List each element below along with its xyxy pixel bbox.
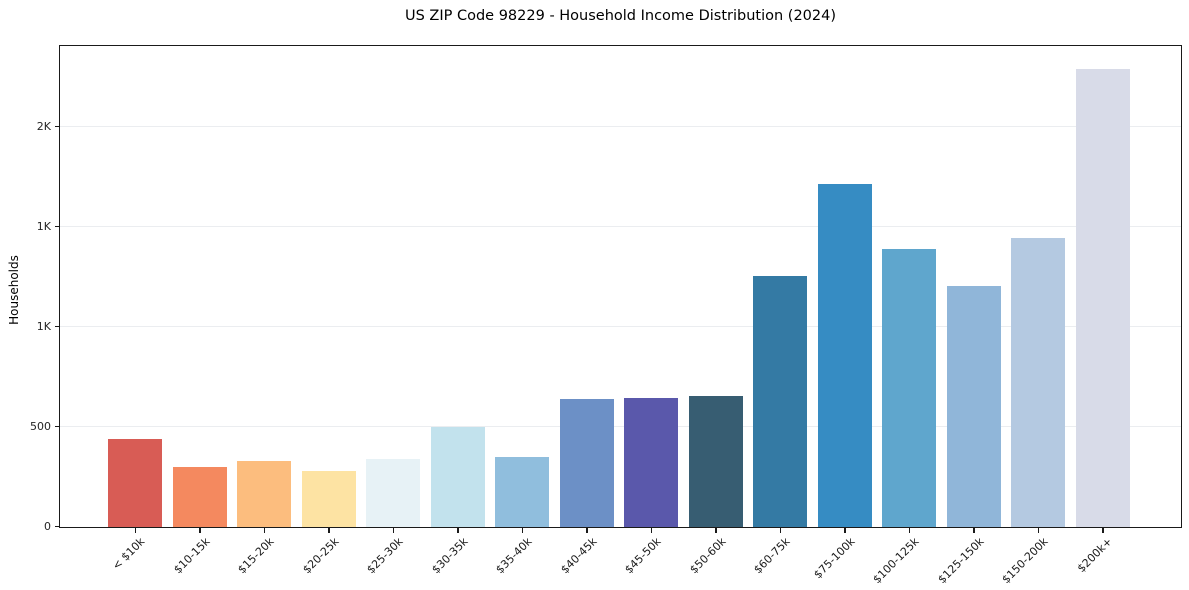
bar-$40-45k — [559, 399, 614, 527]
bar-$50-60k — [688, 396, 743, 527]
y-tick-label: 1K — [36, 320, 51, 333]
x-tick-label-text: $100-125k — [870, 535, 922, 587]
x-tick-mark — [457, 528, 459, 533]
x-tick-label-text: $35-40k — [493, 535, 535, 577]
x-tick-mark — [328, 528, 330, 533]
x-tick-label-text: $50-60k — [686, 535, 729, 577]
x-tick-mark — [1037, 528, 1040, 533]
x-tick-label-text: $15-20k — [235, 535, 277, 577]
x-tick-mark — [973, 528, 975, 533]
x-tick-label-text: $10-15k — [170, 535, 213, 577]
bar-$125-150k — [946, 286, 1001, 527]
bar-$30-35k — [430, 427, 485, 527]
y-tick-mark — [55, 225, 59, 228]
x-tick-label-text: $45-50k — [622, 535, 664, 577]
bar-$60-75k — [753, 276, 807, 527]
x-tick-label-text: $20-25k — [299, 535, 342, 577]
gridline — [60, 226, 1181, 227]
y-tick-label: 500 — [30, 420, 51, 433]
y-tick-mark — [55, 125, 59, 128]
x-tick-mark — [521, 528, 524, 533]
bar-$35-40k — [495, 457, 549, 527]
x-tick-mark — [586, 528, 588, 533]
x-tick-label-text: $75-100k — [810, 535, 858, 582]
y-tick-mark — [55, 425, 59, 428]
bar-$45-50k — [624, 398, 678, 527]
x-tick-label-text: < $10k — [110, 535, 148, 573]
x-tick-mark — [263, 528, 266, 533]
gridline — [60, 126, 1181, 127]
y-tick-mark — [55, 525, 59, 528]
x-tick-label-text: $150-200k — [999, 535, 1051, 587]
x-tick-mark — [715, 528, 717, 533]
x-tick-mark — [779, 528, 782, 533]
bar-$25-30k — [366, 459, 420, 527]
x-tick-mark — [650, 528, 653, 533]
x-tick-mark — [199, 528, 201, 533]
x-tick-label-text: $125-150k — [935, 535, 987, 587]
x-tick-mark — [908, 528, 911, 533]
y-axis-label: Households — [7, 255, 21, 325]
bar-$15-20k — [237, 461, 291, 527]
bar-$100-125k — [882, 249, 936, 527]
x-tick-label-text: $60-75k — [751, 535, 793, 577]
x-tick-mark — [1102, 528, 1104, 533]
plot-area — [59, 45, 1182, 528]
y-tick-mark — [55, 325, 59, 328]
bar-$150-200k — [1011, 238, 1065, 527]
y-tick-label: 1K — [36, 220, 51, 233]
x-tick-label-text: $25-30k — [364, 535, 406, 577]
x-tick-mark — [392, 528, 395, 533]
y-tick-label: 0 — [44, 520, 51, 533]
x-tick-label-text: $200k+ — [1075, 535, 1116, 576]
bar-$200k+ — [1075, 69, 1130, 527]
x-tick-label-text: $30-35k — [428, 535, 471, 577]
x-tick-mark — [134, 528, 137, 533]
bar-< $10k — [108, 439, 162, 527]
bar-$10-15k — [172, 467, 227, 527]
y-tick-label: 2K — [36, 120, 51, 133]
bar-$20-25k — [301, 471, 356, 527]
x-tick-label-text: $40-45k — [557, 535, 600, 577]
bar-$75-100k — [817, 184, 872, 527]
chart-title: US ZIP Code 98229 - Household Income Dis… — [404, 8, 837, 24]
x-tick-mark — [844, 528, 846, 533]
